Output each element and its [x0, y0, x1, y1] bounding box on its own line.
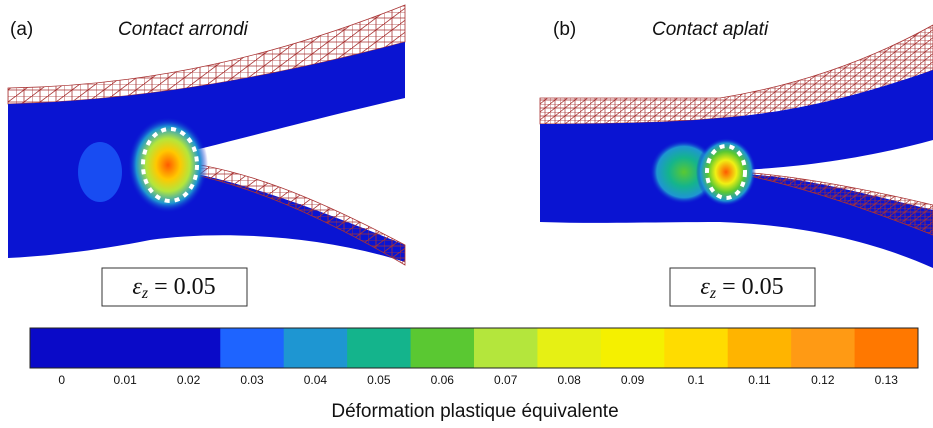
colorbar-tick-label: 0.03 — [240, 373, 264, 387]
colorbar-segment — [854, 328, 919, 368]
strain-symbol: ε — [132, 274, 142, 300]
colorbar: 0 0.01 0.02 0.03 0.04 0.05 0.06 0.07 0.08 0.09 0.1… — [30, 328, 919, 387]
strain-equation: εz = 0.05 — [132, 274, 215, 302]
colorbar-tick-label: 0.06 — [431, 373, 455, 387]
strain-subscript: z — [709, 285, 717, 302]
colorbar-tick-label: 0.11 — [748, 373, 771, 387]
colorbar-tick-label: 0.04 — [304, 373, 328, 387]
colorbar-segment — [791, 328, 856, 368]
colorbar-segment — [474, 328, 538, 368]
strain-relation: = 0.05 — [154, 274, 216, 300]
colorbar-tick-label: 0.09 — [621, 373, 645, 387]
colorbar-segment — [600, 328, 665, 368]
colorbar-segment — [410, 328, 475, 368]
panel-label: (b) — [553, 19, 576, 40]
colorbar-segment — [537, 328, 602, 368]
strain-equation: εz = 0.05 — [700, 274, 783, 302]
colorbar-tick-label: 0.1 — [688, 373, 705, 387]
colorbar-tick-label: 0 — [58, 373, 65, 387]
colorbar-segment — [93, 328, 158, 368]
colorbar-tick-label: 0.01 — [113, 373, 137, 387]
colorbar-tick-label: 0.07 — [494, 373, 518, 387]
panel-title: Contact aplati — [652, 19, 769, 40]
colorbar-frame — [29, 327, 919, 369]
strain-box — [101, 267, 248, 307]
colorbar-tick-label: 0.05 — [367, 373, 391, 387]
strain-symbol: ε — [700, 274, 710, 300]
strain-subscript: z — [141, 285, 149, 302]
colorbar-segment — [283, 328, 348, 368]
strain-box — [669, 267, 816, 307]
strain-relation: = 0.05 — [722, 274, 784, 300]
panel-title: Contact arrondi — [118, 19, 249, 40]
colorbar-tick-label: 0.13 — [875, 373, 899, 387]
colorbar-label: Déformation plastique équivalente — [331, 401, 618, 422]
colorbar-segment — [347, 328, 412, 368]
colorbar-segment — [156, 328, 221, 368]
colorbar-segment — [727, 328, 792, 368]
colorbar-segment — [30, 328, 94, 368]
colorbar-segment — [220, 328, 285, 368]
colorbar-segment — [664, 328, 729, 368]
panel-b-image — [539, 24, 933, 268]
colorbar-tick-label: 0.08 — [557, 373, 581, 387]
panel-label: (a) — [10, 19, 33, 40]
panel-a-image — [7, 4, 406, 266]
colorbar-tick-label: 0.12 — [811, 373, 835, 387]
colorbar-tick-label: 0.02 — [177, 373, 201, 387]
